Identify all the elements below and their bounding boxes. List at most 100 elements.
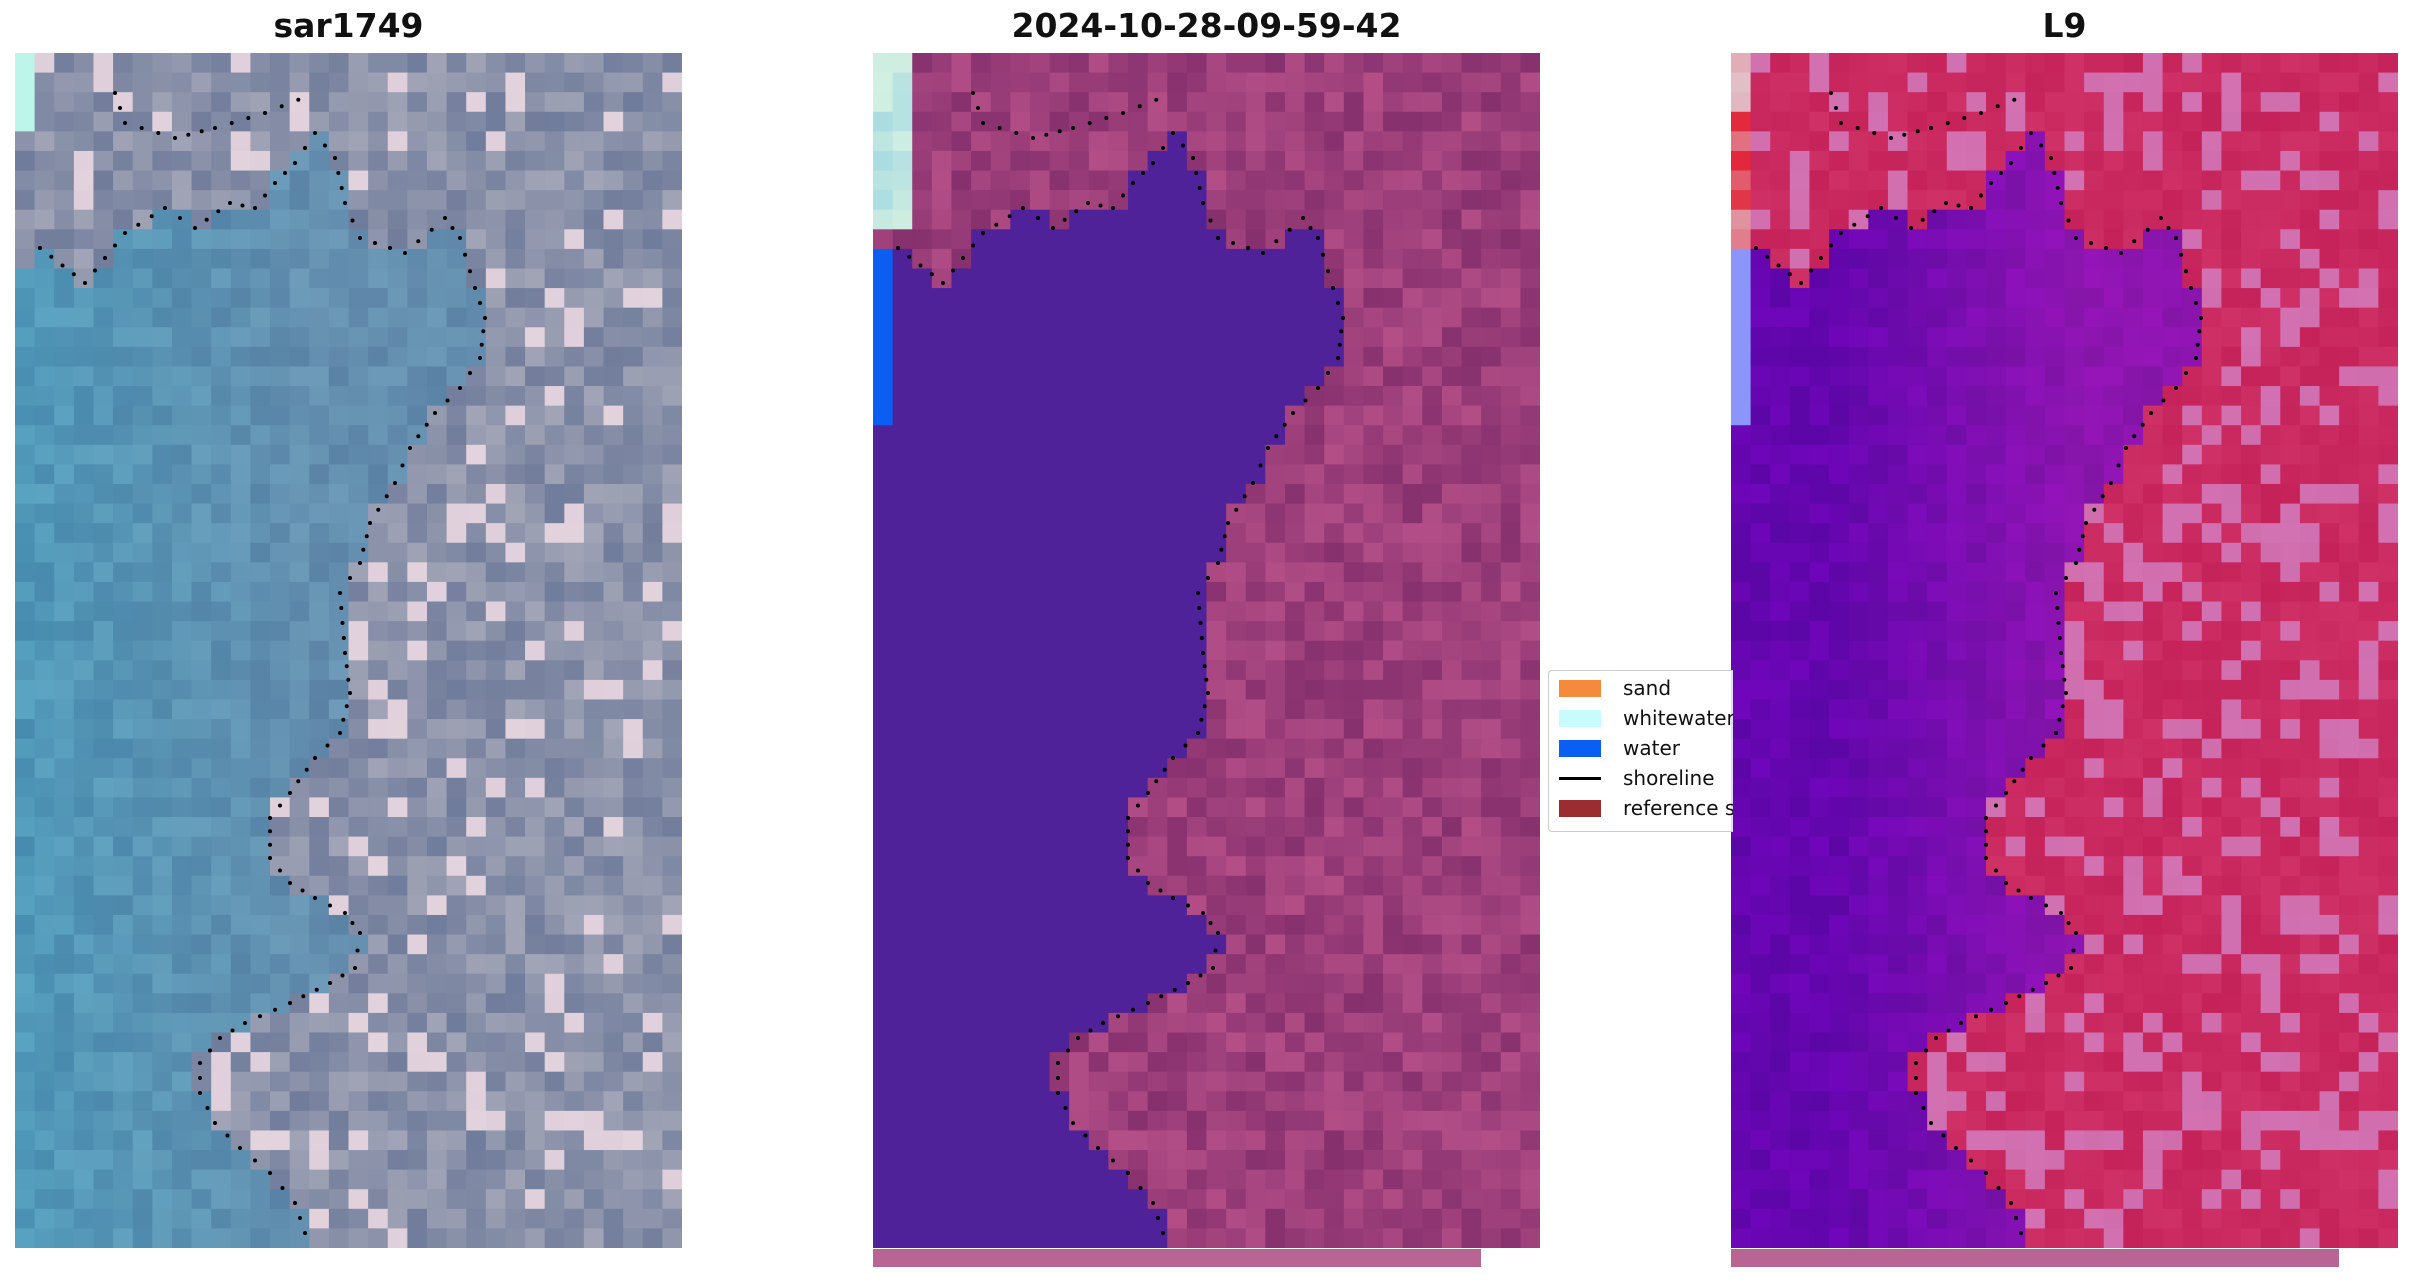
image-pixel <box>1343 679 1365 701</box>
shoreline-dot <box>328 903 332 908</box>
image-pixel <box>642 111 663 132</box>
image-pixel <box>892 425 913 446</box>
image-pixel <box>505 758 526 779</box>
image-pixel <box>73 131 95 152</box>
image-pixel <box>1363 562 1384 583</box>
image-pixel <box>2221 53 2242 74</box>
image-pixel <box>990 993 1011 1014</box>
image-pixel <box>485 1228 507 1248</box>
image-pixel <box>1245 1150 1266 1171</box>
image-pixel <box>270 92 291 113</box>
image-pixel <box>1363 444 1384 465</box>
image-pixel <box>1265 640 1286 661</box>
image-pixel <box>73 307 95 328</box>
image-pixel <box>1245 914 1266 936</box>
image-pixel <box>505 1130 526 1151</box>
image-pixel <box>191 327 212 348</box>
image-pixel <box>1500 307 1521 328</box>
image-pixel <box>1481 934 1502 955</box>
image-pixel <box>662 483 682 505</box>
image-pixel <box>951 1052 972 1073</box>
shoreline-dot <box>463 252 467 257</box>
image-pixel <box>1147 425 1168 446</box>
image-pixel <box>73 542 95 563</box>
image-pixel <box>912 366 933 387</box>
image-pixel <box>525 1189 546 1210</box>
image-pixel <box>1402 464 1423 485</box>
image-pixel <box>15 817 36 838</box>
image-pixel <box>446 131 467 152</box>
image-pixel <box>912 111 933 132</box>
image-pixel <box>34 777 55 799</box>
image-pixel <box>387 405 408 426</box>
image-pixel <box>407 1052 428 1073</box>
image-pixel <box>1128 1208 1149 1230</box>
image-pixel <box>505 503 526 524</box>
image-pixel <box>525 92 546 113</box>
image-pixel <box>1324 1110 1345 1132</box>
shoreline-dot <box>1088 1028 1093 1033</box>
image-pixel <box>1147 229 1168 250</box>
image-pixel <box>171 386 193 407</box>
image-pixel <box>466 523 487 544</box>
image-pixel <box>583 1130 605 1151</box>
image-pixel <box>2142 92 2164 113</box>
image-pixel <box>2044 170 2066 191</box>
image-pixel <box>583 1150 605 1171</box>
image-pixel <box>2299 307 2321 328</box>
image-pixel <box>623 1071 644 1092</box>
image-pixel <box>1770 190 1791 211</box>
image-pixel <box>230 777 252 799</box>
image-pixel <box>1520 170 1540 191</box>
image-pixel <box>289 53 310 74</box>
shoreline-dot <box>1146 881 1150 885</box>
image-pixel <box>466 111 487 132</box>
image-pixel <box>990 170 1011 191</box>
image-pixel <box>1069 621 1090 642</box>
image-pixel <box>1108 914 1129 936</box>
image-pixel <box>1265 993 1286 1014</box>
image-pixel <box>1049 1130 1070 1151</box>
image-pixel <box>1284 777 1306 799</box>
image-pixel <box>971 366 992 387</box>
image-pixel <box>873 777 894 799</box>
image-pixel <box>1441 1012 1463 1034</box>
image-pixel <box>446 425 467 446</box>
image-pixel <box>113 131 134 152</box>
image-pixel <box>2280 170 2301 191</box>
image-pixel <box>1226 405 1247 426</box>
image-pixel <box>2358 53 2379 74</box>
image-pixel <box>1520 53 1540 74</box>
image-pixel <box>250 523 271 544</box>
image-pixel <box>505 53 526 74</box>
image-pixel <box>544 1032 565 1053</box>
image-pixel <box>132 464 153 485</box>
image-pixel <box>603 92 624 113</box>
image-pixel <box>1343 1189 1365 1210</box>
shoreline-dot <box>258 1014 262 1019</box>
image-pixel <box>2123 131 2144 152</box>
image-pixel <box>1147 1071 1168 1092</box>
image-pixel <box>171 170 193 191</box>
image-pixel <box>368 914 389 936</box>
image-pixel <box>485 523 507 544</box>
image-pixel <box>1049 307 1070 328</box>
image-pixel <box>309 1110 330 1132</box>
image-pixel <box>1868 327 1889 348</box>
image-pixel <box>1324 1052 1345 1073</box>
image-pixel <box>1343 503 1365 524</box>
shoreline-dot <box>468 269 472 274</box>
image-pixel <box>309 248 330 270</box>
image-pixel <box>426 758 448 779</box>
image-pixel <box>289 425 310 446</box>
image-pixel <box>1363 1012 1384 1034</box>
image-pixel <box>990 131 1011 152</box>
image-pixel <box>289 1130 310 1151</box>
image-pixel <box>525 679 546 701</box>
image-pixel <box>1147 346 1168 368</box>
image-pixel <box>466 248 487 270</box>
image-pixel <box>2339 92 2360 113</box>
image-pixel <box>348 875 369 896</box>
image-pixel <box>426 268 448 289</box>
image-pixel <box>2084 53 2105 74</box>
